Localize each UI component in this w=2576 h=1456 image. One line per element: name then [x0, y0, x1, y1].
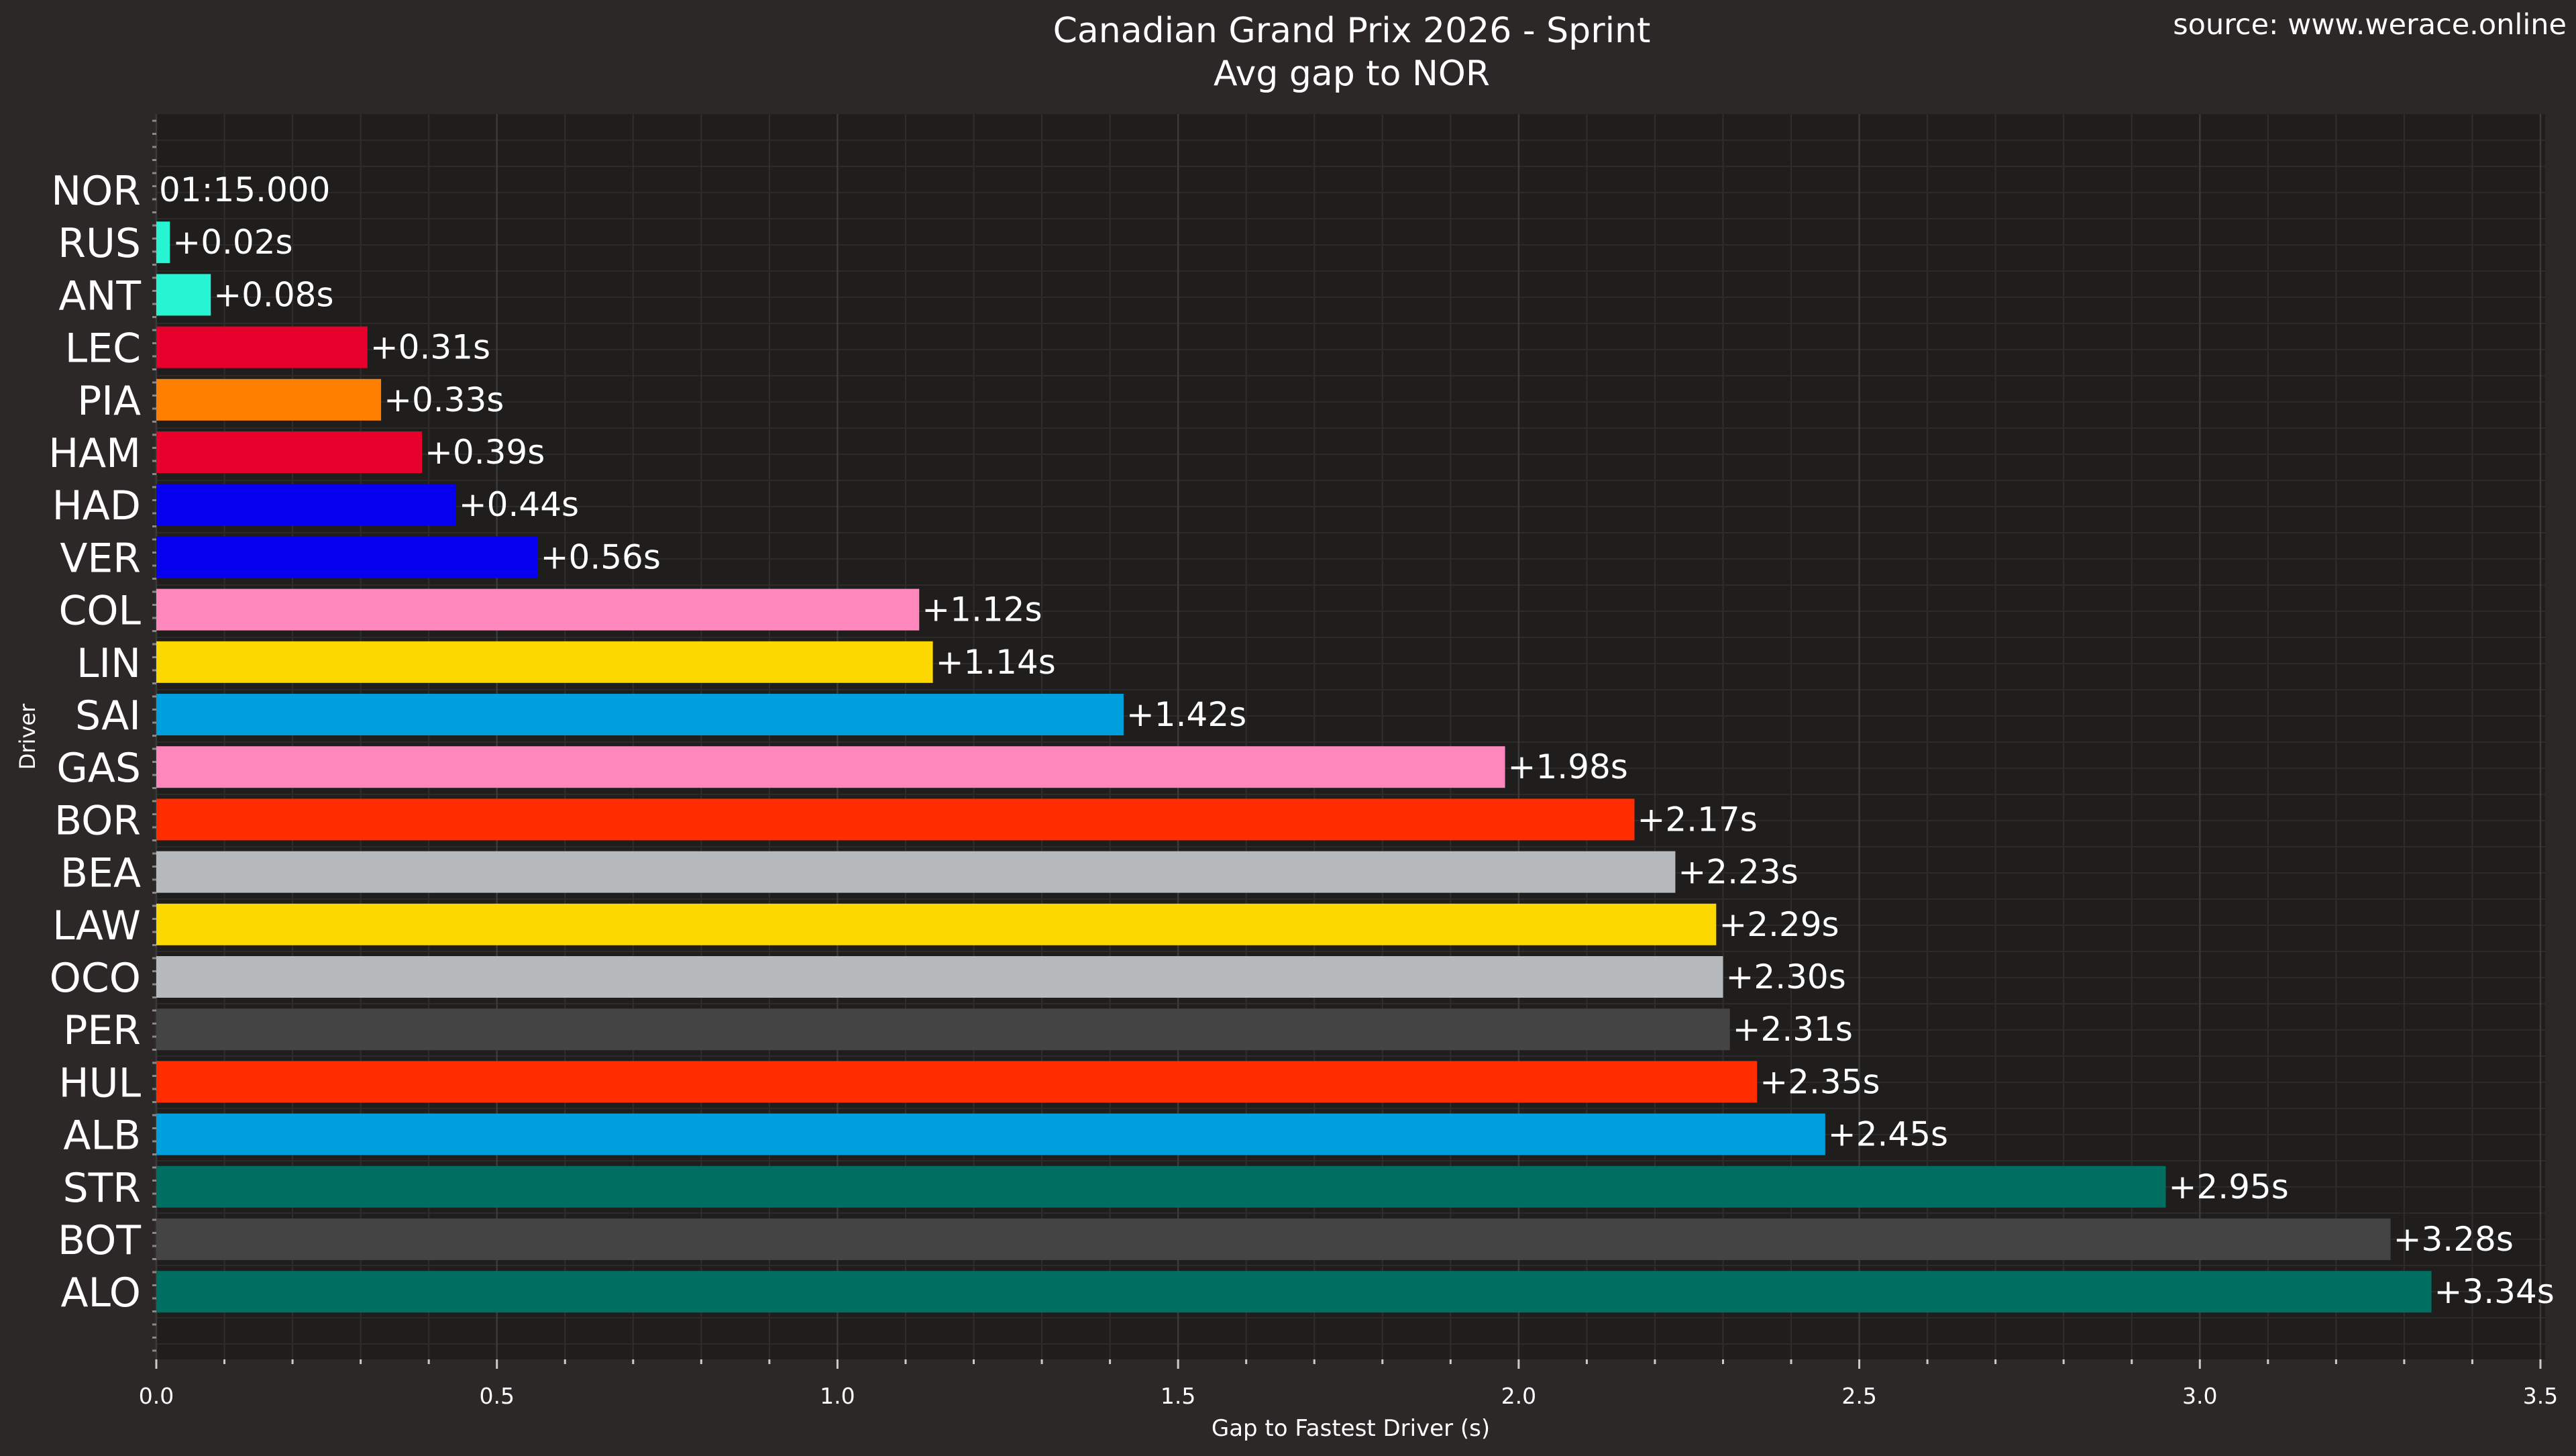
- driver-label-ver: VER: [60, 535, 141, 582]
- bar-str: [156, 1165, 2166, 1208]
- driver-label-oco: OCO: [50, 955, 141, 1002]
- value-label-bea: +2.23s: [1678, 853, 1798, 892]
- bar-alo: [156, 1271, 2432, 1313]
- x-tick-label: 2.5: [1841, 1383, 1876, 1409]
- bar-pia: [156, 378, 382, 421]
- bar-had: [156, 484, 456, 526]
- x-tick-label: 3.5: [2523, 1383, 2558, 1409]
- driver-label-pia: PIA: [77, 378, 141, 425]
- driver-label-gas: GAS: [56, 745, 141, 792]
- bar-bea: [156, 851, 1676, 893]
- driver-label-sai: SAI: [75, 692, 141, 739]
- bar-col: [156, 588, 920, 631]
- x-tick-label: 1.0: [820, 1383, 855, 1409]
- bar-gas: [156, 746, 1505, 788]
- value-label-lec: +0.31s: [370, 328, 490, 367]
- x-tick-label: 0.5: [479, 1383, 514, 1409]
- driver-label-alo: ALO: [60, 1269, 141, 1316]
- bar-sai: [156, 694, 1124, 735]
- value-label-gas: +1.98s: [1508, 747, 1628, 786]
- value-label-alb: +2.45s: [1828, 1115, 1948, 1154]
- value-label-ant: +0.08s: [213, 275, 333, 314]
- value-label-nor: 01:15.000: [159, 170, 330, 209]
- bar-alb: [156, 1113, 1825, 1155]
- value-label-rus: +0.02s: [172, 223, 292, 262]
- driver-label-bea: BEA: [60, 850, 141, 897]
- driver-label-str: STR: [63, 1165, 141, 1212]
- driver-label-per: PER: [63, 1007, 141, 1054]
- driver-label-law: LAW: [52, 902, 141, 949]
- driver-label-ham: HAM: [48, 430, 141, 477]
- value-label-ham: +0.39s: [425, 433, 545, 472]
- bar-lin: [156, 641, 933, 683]
- source-credit: source: www.werace.online: [2173, 8, 2567, 42]
- x-tick-label: 0.0: [139, 1383, 174, 1409]
- driver-label-rus: RUS: [58, 220, 141, 267]
- value-label-col: +1.12s: [922, 590, 1042, 629]
- chart-title: Canadian Grand Prix 2026 - Sprint: [1053, 11, 1651, 51]
- x-axis-label: Gap to Fastest Driver (s): [1212, 1415, 1490, 1442]
- x-tick-label: 3.0: [2182, 1383, 2217, 1409]
- value-label-str: +2.95s: [2169, 1167, 2289, 1206]
- driver-label-col: COL: [58, 588, 141, 635]
- bar-bot: [156, 1218, 2391, 1260]
- bar-ham: [156, 431, 423, 473]
- value-label-oco: +2.30s: [1725, 957, 1845, 996]
- value-label-lin: +1.14s: [936, 643, 1056, 682]
- value-label-pia: +0.33s: [384, 380, 504, 419]
- driver-label-had: HAD: [52, 482, 141, 529]
- x-tick-label: 1.5: [1161, 1383, 1195, 1409]
- driver-label-lec: LEC: [65, 325, 141, 372]
- bar-ant: [156, 274, 211, 316]
- bar-law: [156, 903, 1717, 945]
- bar-per: [156, 1008, 1730, 1051]
- value-label-alo: +3.34s: [2434, 1272, 2555, 1311]
- value-label-had: +0.44s: [459, 485, 579, 524]
- bar-rus: [156, 221, 170, 264]
- driver-label-ant: ANT: [58, 272, 141, 319]
- y-axis-label: Driver: [15, 703, 40, 770]
- bar-bor: [156, 798, 1635, 841]
- driver-label-lin: LIN: [76, 640, 141, 687]
- value-label-law: +2.29s: [1719, 905, 1839, 944]
- value-label-bor: +2.17s: [1637, 800, 1757, 839]
- value-label-ver: +0.56s: [541, 537, 661, 576]
- driver-label-bor: BOR: [54, 797, 141, 844]
- driver-label-nor: NOR: [51, 168, 141, 215]
- value-label-sai: +1.42s: [1126, 695, 1246, 734]
- driver-label-bot: BOT: [58, 1217, 141, 1264]
- driver-label-hul: HUL: [59, 1059, 142, 1106]
- bar-hul: [156, 1061, 1758, 1103]
- chart-subtitle: Avg gap to NOR: [1214, 54, 1490, 94]
- bar-ver: [156, 536, 538, 578]
- value-label-bot: +3.28s: [2394, 1220, 2514, 1259]
- value-label-hul: +2.35s: [1760, 1062, 1880, 1101]
- bar-oco: [156, 956, 1723, 998]
- value-label-per: +2.31s: [1733, 1010, 1853, 1049]
- x-tick-label: 2.0: [1501, 1383, 1536, 1409]
- driver-label-alb: ALB: [63, 1112, 141, 1159]
- bar-lec: [156, 326, 368, 368]
